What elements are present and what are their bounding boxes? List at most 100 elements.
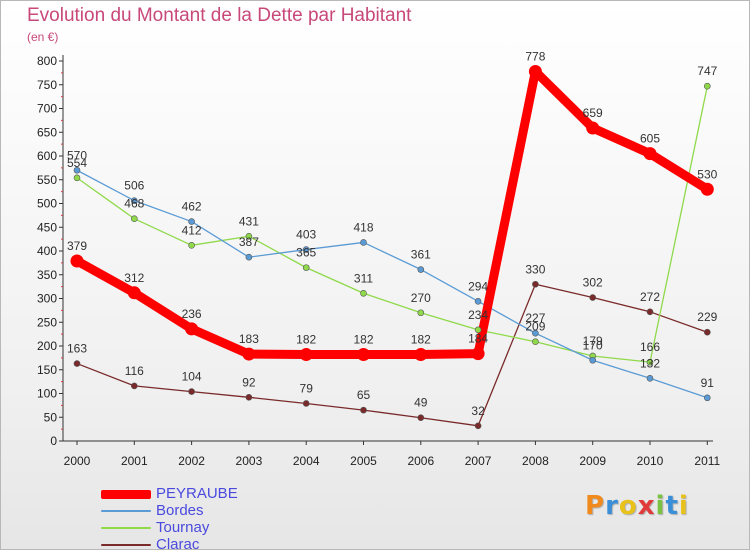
data-label-clarac: 92	[242, 375, 256, 389]
data-label-bordes: 462	[182, 200, 202, 214]
data-label-peyraube: 778	[525, 49, 545, 63]
data-label-clarac: 302	[583, 276, 603, 290]
data-point-bordes	[131, 197, 138, 204]
data-point-tournay	[532, 338, 539, 346]
data-point-clarac	[73, 360, 81, 367]
data-point-clarac	[302, 400, 310, 407]
chart-title: Evolution du Montant de la Dette par Hab…	[27, 5, 412, 26]
logo-letter: P	[585, 491, 606, 521]
y-tick-label: 700	[37, 102, 57, 116]
data-point-peyraube	[357, 348, 370, 362]
legend-item-clarac: Clarac	[101, 536, 199, 553]
data-point-bordes	[532, 329, 539, 337]
data-point-peyraube	[528, 64, 542, 78]
y-tick-label: 550	[37, 173, 57, 187]
data-label-bordes: 294	[468, 279, 488, 293]
line-chart: 0 50 100 150 200 250 300 350 400 450 500 550 600 650 7…	[37, 49, 721, 468]
data-label-tournay: 166	[640, 340, 660, 354]
data-label-tournay: 179	[583, 334, 603, 348]
y-tick-label: 500	[37, 197, 57, 211]
x-tick-label: 2001	[121, 454, 148, 468]
series-line-peyraube	[72, 66, 712, 360]
data-point-clarac	[474, 422, 482, 430]
data-point-bordes	[302, 246, 310, 253]
data-label-peyraube: 312	[124, 271, 144, 285]
data-label-bordes: 418	[353, 220, 373, 234]
data-point-clarac	[360, 406, 367, 414]
data-label-tournay: 747	[697, 64, 717, 78]
y-tick-label: 400	[37, 244, 57, 258]
data-label-bordes: 387	[239, 235, 259, 249]
data-label-clarac: 163	[67, 342, 87, 356]
legend-label: Tournay	[156, 519, 210, 536]
data-label-tournay: 209	[525, 320, 545, 334]
data-point-peyraube	[700, 182, 714, 196]
data-label-bordes: 170	[583, 338, 603, 352]
logo-letter: o	[618, 491, 638, 521]
data-label-tournay: 554	[67, 156, 87, 170]
data-label-peyraube: 182	[353, 333, 373, 347]
y-tick-label: 250	[37, 315, 57, 329]
data-label-peyraube: 182	[296, 333, 316, 347]
data-label-clarac: 272	[640, 290, 660, 304]
data-point-clarac	[646, 308, 654, 316]
data-label-clarac: 79	[300, 381, 314, 395]
y-tick-label: 100	[37, 387, 57, 401]
data-label-tournay: 311	[354, 271, 373, 285]
data-point-clarac	[245, 393, 253, 401]
data-point-tournay	[188, 242, 195, 249]
x-tick-label: 2009	[579, 454, 606, 468]
x-tick-label: 2006	[407, 454, 434, 468]
data-label-clarac: 32	[471, 404, 485, 418]
y-tick-label: 300	[37, 292, 57, 306]
data-point-bordes	[360, 239, 367, 246]
data-label-tournay: 431	[239, 214, 259, 228]
data-label-tournay: 270	[411, 291, 431, 305]
data-label-tournay: 468	[124, 197, 144, 211]
data-point-bordes	[646, 374, 654, 382]
legend-label: Clarac	[156, 536, 200, 553]
data-label-peyraube: 605	[640, 132, 660, 146]
data-point-bordes	[589, 356, 597, 364]
logo-letter: r	[605, 491, 619, 521]
series-line-tournay	[76, 85, 708, 363]
data-point-bordes	[417, 266, 425, 273]
logo-letter: i	[678, 491, 689, 521]
y-tick-label: 600	[37, 149, 57, 163]
data-label-clarac: 49	[414, 396, 428, 410]
x-tick-label: 2004	[293, 454, 320, 468]
data-point-bordes	[188, 218, 195, 225]
x-tick-label: 2008	[522, 454, 549, 468]
legend-swatch	[101, 510, 151, 512]
y-tick-label: 750	[37, 78, 57, 92]
legend-item-bordes: Bordes	[101, 502, 204, 519]
x-tick-label: 2010	[637, 454, 664, 468]
y-tick-label: 0	[50, 434, 57, 448]
data-point-clarac	[131, 382, 138, 390]
chart-subtitle: (en €)	[27, 30, 59, 44]
data-point-bordes	[703, 394, 711, 402]
data-point-clarac	[532, 280, 539, 288]
data-point-tournay	[646, 358, 654, 366]
data-label-bordes: 570	[67, 148, 87, 162]
data-label-bordes: 132	[640, 356, 660, 370]
legend-item-tournay: Tournay	[101, 519, 209, 536]
y-tick-label: 150	[37, 363, 57, 377]
data-label-clarac: 330	[525, 262, 545, 276]
data-label-bordes: 506	[124, 179, 144, 193]
x-tick-label: 2007	[465, 454, 492, 468]
data-label-peyraube: 184	[468, 332, 488, 346]
x-tick-label: 2005	[350, 454, 377, 468]
data-point-peyraube	[643, 147, 657, 161]
legend-swatch	[101, 527, 151, 529]
data-label-bordes: 403	[296, 228, 316, 242]
data-label-peyraube: 183	[239, 332, 259, 346]
y-tick-label: 200	[37, 339, 57, 353]
data-label-peyraube: 530	[697, 167, 717, 181]
data-point-peyraube	[242, 347, 256, 361]
legend-label: Bordes	[156, 502, 204, 519]
data-point-peyraube	[127, 286, 141, 300]
data-point-tournay	[417, 309, 425, 317]
data-point-tournay	[245, 232, 253, 240]
x-tick-label: 2000	[64, 454, 91, 468]
